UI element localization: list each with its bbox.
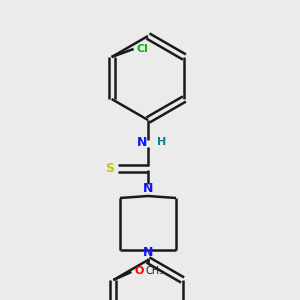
- Text: CH₃: CH₃: [146, 266, 164, 276]
- Text: S: S: [106, 161, 115, 175]
- Text: N: N: [137, 136, 147, 148]
- Text: N: N: [143, 245, 153, 259]
- Text: H: H: [158, 137, 166, 147]
- Text: N: N: [143, 182, 153, 194]
- Text: Cl: Cl: [136, 44, 148, 54]
- Text: O: O: [134, 266, 144, 276]
